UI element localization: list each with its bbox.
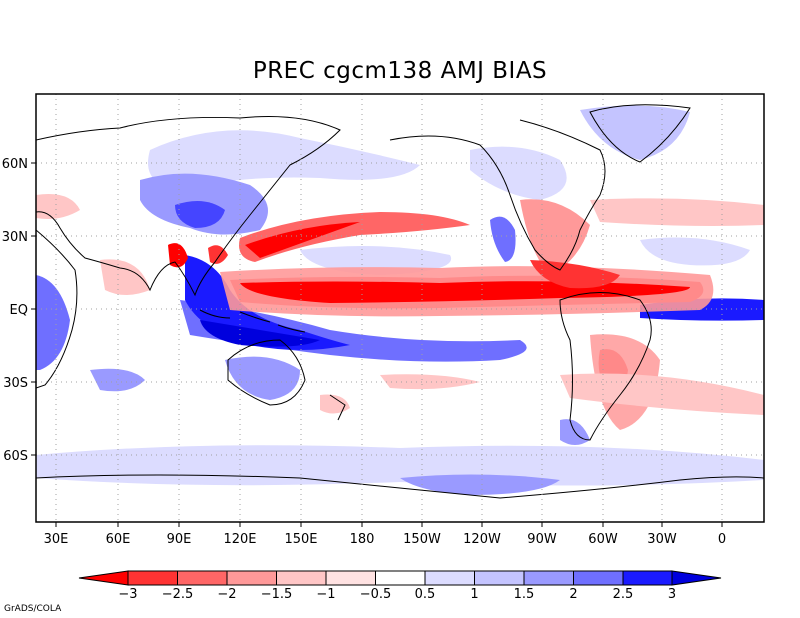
blue-core-maritime: [200, 320, 320, 347]
colorbar-box: [474, 570, 525, 586]
coast-indonesia: [199, 309, 306, 333]
lat-label: 30N: [2, 230, 28, 245]
blue-patch-africa: [36, 275, 70, 370]
colorbar-label: 0.5: [415, 587, 436, 602]
colorbar-label: −0.5: [360, 587, 392, 602]
red-patch-south-pacific: [380, 374, 480, 390]
colorbar-low-arrow: [78, 570, 129, 586]
coast-antarctica: [36, 474, 764, 499]
colorbar-label: 1: [470, 587, 478, 602]
red-patch-central-america: [520, 199, 590, 275]
credit-label: GrADS/COLA: [4, 604, 62, 614]
red-band-north-pacific: [239, 212, 470, 262]
colorbar-box: [523, 570, 574, 586]
map-title: PREC cgcm138 AMJ BIAS: [252, 58, 548, 84]
colorbar-box: [573, 570, 624, 586]
red-patch-nz: [320, 394, 350, 414]
coast-australia: [227, 339, 306, 406]
map-frame: [35, 93, 765, 523]
colorbar-label: −2.5: [162, 587, 194, 602]
lon-label: 60W: [588, 532, 618, 547]
colorbar-label: 2: [569, 587, 577, 602]
blue-patch-antarctic-coast: [400, 474, 560, 495]
lon-label: 30W: [647, 532, 677, 547]
coastlines: [36, 104, 764, 499]
colorbar-box: [177, 570, 228, 586]
colorbar-box: [622, 570, 673, 586]
colorbar-label: −3: [118, 587, 137, 602]
blue-patch-atlantic-nh: [640, 237, 750, 266]
blue-patch-greenland: [580, 105, 690, 160]
lat-label: EQ: [10, 303, 28, 318]
coast-greenland: [589, 104, 691, 163]
red-patch-arabia: [100, 259, 150, 295]
colorbar-box: [226, 570, 277, 586]
longitude-labels: 30E 60E 90E 120E 150E 180 150W 120W 90W …: [44, 532, 727, 547]
blue-patch-siberia: [148, 130, 420, 190]
colorbar-box: [325, 570, 376, 586]
colorbar-label: −2: [217, 587, 236, 602]
colorbar-box: [127, 570, 178, 586]
lon-label: 30E: [44, 532, 69, 547]
lon-label: 150W: [403, 532, 441, 547]
red-patch-europe: [36, 194, 80, 219]
bias-field: [36, 105, 764, 495]
lon-label: 60E: [106, 532, 131, 547]
lat-label: 60S: [3, 449, 28, 464]
colorbar-label: 1.5: [514, 587, 535, 602]
blue-patch-southern-ocean: [36, 445, 764, 486]
red-patch-bay-of-bengal: [168, 243, 188, 268]
red-patch-caribbean: [530, 260, 620, 289]
lon-label: 150E: [284, 532, 317, 547]
lon-label: 180: [350, 532, 375, 547]
coast-north-america: [389, 119, 606, 271]
coast-eurasia: [36, 116, 341, 297]
colorbar-labels: −3 −2.5 −2 −1.5 −1 −0.5 0.5 1 1.5 2 2.5 …: [118, 587, 676, 602]
blue-patch-tibet: [175, 201, 225, 228]
blue-patch-south-indian: [90, 368, 145, 392]
lon-label: 120E: [223, 532, 256, 547]
colorbar-label: −1: [316, 587, 335, 602]
blue-patch-west-us: [490, 216, 516, 262]
coast-new-zealand: [329, 394, 346, 421]
blue-patch-north-america: [470, 146, 567, 200]
red-patch-atlantic-nh: [590, 198, 764, 226]
colorbar-box: [424, 570, 475, 586]
colorbar-label: 3: [668, 587, 676, 602]
coast-africa: [36, 229, 78, 389]
tick-marks: [31, 162, 723, 527]
colorbar-label: 2.5: [613, 587, 634, 602]
lat-label: 30S: [3, 376, 28, 391]
lon-label: 90E: [167, 532, 192, 547]
colorbar-box: [375, 570, 426, 586]
coast-south-america: [559, 292, 652, 441]
lon-label: 0: [718, 532, 726, 547]
latitude-labels: 60N 30N EQ 30S 60S: [2, 157, 28, 464]
colorbar: [78, 570, 722, 586]
lat-label: 60N: [2, 157, 28, 172]
colorbar-high-arrow: [671, 570, 722, 586]
lon-label: 120W: [463, 532, 501, 547]
colorbar-box: [276, 570, 327, 586]
blue-patch-australia: [225, 356, 300, 400]
lon-label: 90W: [527, 532, 557, 547]
colorbar-label: −1.5: [261, 587, 293, 602]
red-core-north-pacific: [245, 222, 360, 258]
